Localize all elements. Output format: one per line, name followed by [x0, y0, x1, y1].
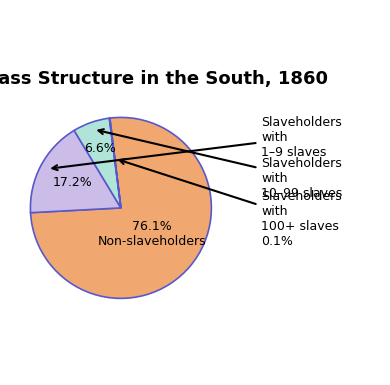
Wedge shape — [30, 117, 211, 298]
Text: Slaveholders
with
100+ slaves
0.1%: Slaveholders with 100+ slaves 0.1% — [120, 159, 342, 248]
Text: Slaveholders
with
1–9 slaves: Slaveholders with 1–9 slaves — [52, 116, 342, 170]
Wedge shape — [30, 131, 121, 213]
Wedge shape — [74, 118, 121, 208]
Text: Slaveholders
with
10–99 slaves: Slaveholders with 10–99 slaves — [98, 129, 342, 199]
Text: 6.6%: 6.6% — [84, 142, 116, 155]
Title: White Class Structure in the South, 1860: White Class Structure in the South, 1860 — [0, 70, 328, 88]
Wedge shape — [109, 118, 121, 208]
Text: 17.2%: 17.2% — [53, 176, 93, 189]
Text: 76.1%
Non-slaveholders: 76.1% Non-slaveholders — [98, 220, 206, 248]
